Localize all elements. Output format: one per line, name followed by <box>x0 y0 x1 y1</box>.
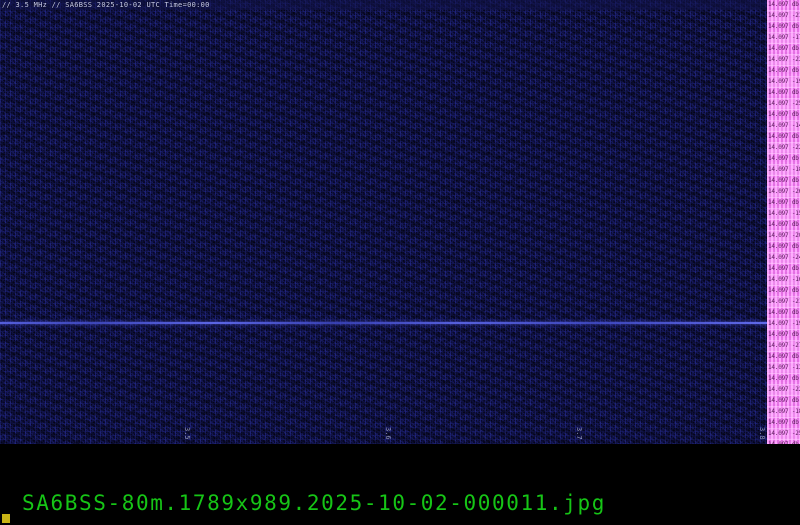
decoded-spot-row[interactable]: 14.097 -20 <box>767 231 800 242</box>
decoded-spot-row[interactable]: 14.097 -26 <box>767 187 800 198</box>
spectrogram-image[interactable]: // 3.5 MHz // SA6BSS 2025-10-02 UTC Time… <box>0 0 800 444</box>
decoded-spot-row[interactable]: 14.097 -14 <box>767 121 800 132</box>
decoded-spot-row[interactable]: 14.097 -25 <box>767 99 800 110</box>
status-bar: // 3.5 MHz // SA6BSS 2025-10-02 UTC Time… <box>0 0 767 10</box>
decoded-spot-row[interactable]: 14.097 db <box>767 374 800 385</box>
carrier-trace <box>0 322 767 324</box>
decoded-spot-row[interactable]: 14.097 db <box>767 198 800 209</box>
frequency-tick: 3.5 <box>183 426 191 440</box>
decoded-spot-row[interactable]: 14.097 -21 <box>767 11 800 22</box>
decoded-spot-row[interactable]: 14.097 db <box>767 330 800 341</box>
decoded-spots-panel[interactable]: 14.097 db 14.097 -21 14.097 db 14.097 -17 14… <box>767 0 800 444</box>
cursor-marker[interactable] <box>2 514 10 523</box>
filename-caption: SA6BSS-80m.1789x989.2025-10-02-000011.jp… <box>22 491 606 515</box>
decoded-spot-row[interactable]: 14.097 -18 <box>767 407 800 418</box>
frequency-tick: 3.8 <box>758 426 766 440</box>
frequency-tick: 3.6 <box>384 426 392 440</box>
decoded-spot-row[interactable]: 14.097 db <box>767 440 800 444</box>
decoded-spot-row[interactable]: 14.097 db <box>767 132 800 143</box>
decoded-spot-row[interactable]: 14.097 db <box>767 88 800 99</box>
decoded-spot-row[interactable]: 14.097 db <box>767 176 800 187</box>
status-bar-text: // 3.5 MHz // SA6BSS 2025-10-02 UTC Time… <box>2 1 210 9</box>
decoded-spot-row[interactable]: 14.097 db <box>767 22 800 33</box>
decoded-spot-row[interactable]: 14.097 db <box>767 110 800 121</box>
decoded-spot-row[interactable]: 14.097 -19 <box>767 77 800 88</box>
decoded-spot-row[interactable]: 14.097 db <box>767 44 800 55</box>
decoded-spot-row[interactable]: 14.097 -21 <box>767 297 800 308</box>
decoded-spot-row[interactable]: 14.097 db <box>767 154 800 165</box>
decoded-spot-row[interactable]: 14.097 -19 <box>767 319 800 330</box>
decoded-spot-row[interactable]: 14.097 -23 <box>767 55 800 66</box>
decoded-spot-row[interactable]: 14.097 db <box>767 264 800 275</box>
decoded-spot-row[interactable]: 14.097 -16 <box>767 275 800 286</box>
waterfall-noise-field <box>0 0 767 444</box>
decoded-spot-row[interactable]: 14.097 -18 <box>767 165 800 176</box>
frequency-tick: 3.7 <box>575 426 583 440</box>
decoded-spot-row[interactable]: 14.097 db <box>767 352 800 363</box>
decoded-spot-row[interactable]: 14.097 -22 <box>767 385 800 396</box>
decoded-spot-row[interactable]: 14.097 db <box>767 418 800 429</box>
decoded-spot-row[interactable]: 14.097 -13 <box>767 363 800 374</box>
decoded-spot-row[interactable]: 14.097 db <box>767 0 800 11</box>
decoded-spot-row[interactable]: 14.097 -15 <box>767 209 800 220</box>
decoded-spot-row[interactable]: 14.097 db <box>767 242 800 253</box>
decoded-spot-row[interactable]: 14.097 db <box>767 286 800 297</box>
decoded-spot-row[interactable]: 14.097 -27 <box>767 341 800 352</box>
caption-band: SA6BSS-80m.1789x989.2025-10-02-000011.jp… <box>0 444 800 525</box>
decoded-spot-row[interactable]: 14.097 db <box>767 220 800 231</box>
decoded-spot-row[interactable]: 14.097 -24 <box>767 253 800 264</box>
decoded-spot-row[interactable]: 14.097 -17 <box>767 33 800 44</box>
decoded-spot-row[interactable]: 14.097 db <box>767 66 800 77</box>
decoded-spot-row[interactable]: 14.097 -22 <box>767 143 800 154</box>
decoded-spot-row[interactable]: 14.097 db <box>767 308 800 319</box>
decoded-spot-row[interactable]: 14.097 db <box>767 396 800 407</box>
decoded-spot-row[interactable]: 14.097 -25 <box>767 429 800 440</box>
